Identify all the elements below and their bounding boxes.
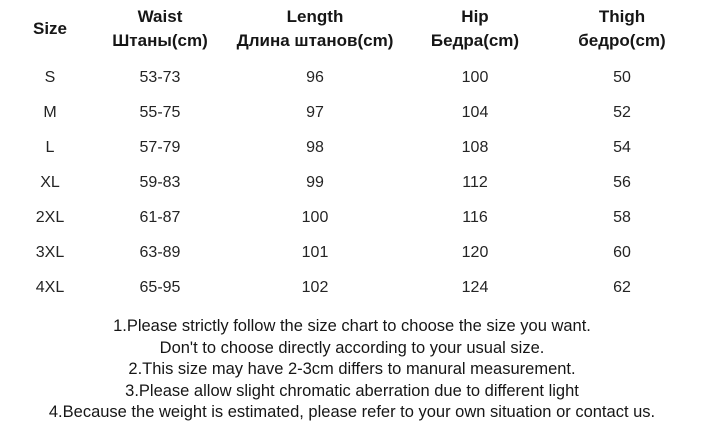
cell-4XL-waist: 65-95 bbox=[139, 278, 181, 296]
cell-S-thigh: 50 bbox=[613, 68, 631, 86]
cell-XL-waist: 59-83 bbox=[139, 173, 181, 191]
table-row-4XL: 4XL 65-95 102 124 62 bbox=[0, 270, 704, 305]
cell-2XL-hip: 116 bbox=[462, 208, 488, 226]
note-line-3: 3.Please allow slight chromatic aberrati… bbox=[125, 381, 579, 400]
column-header-waist: Waist Штаны(cm) bbox=[100, 0, 220, 60]
cell-L-length: 98 bbox=[306, 138, 324, 156]
column-header-label-local: Бедра(cm) bbox=[430, 31, 520, 50]
cell-2XL-length: 100 bbox=[301, 208, 329, 226]
column-header-size: Size bbox=[0, 0, 100, 60]
cell-2XL-size: 2XL bbox=[35, 208, 65, 226]
cell-L-hip: 108 bbox=[461, 138, 489, 156]
size-notes: 1.Please strictly follow the size chart … bbox=[0, 316, 704, 424]
cell-XL-hip: 112 bbox=[462, 173, 488, 191]
size-chart-body: S 53-73 96 100 50 M 55-75 97 104 52 L 57-79 98 108 54 X… bbox=[0, 60, 704, 305]
cell-4XL-length: 102 bbox=[301, 278, 329, 296]
note-line-1: 1.Please strictly follow the size chart … bbox=[113, 317, 591, 335]
table-row-XL: XL 59-83 99 112 56 bbox=[0, 165, 704, 200]
cell-L-waist: 57-79 bbox=[139, 138, 181, 156]
cell-M-hip: 104 bbox=[461, 103, 489, 121]
column-header-label-en: Hip bbox=[461, 7, 489, 26]
cell-3XL-length: 101 bbox=[301, 243, 329, 261]
cell-3XL-waist: 63-89 bbox=[139, 243, 181, 261]
cell-S-waist: 53-73 bbox=[139, 68, 181, 86]
column-header-label-en: Size bbox=[32, 19, 68, 38]
column-header-label-local: Штаны(cm) bbox=[112, 31, 208, 50]
cell-S-size: S bbox=[44, 68, 56, 86]
cell-2XL-thigh: 58 bbox=[613, 208, 631, 226]
cell-4XL-thigh: 62 bbox=[613, 278, 631, 296]
size-chart-table: Size Waist Штаны(cm) Length Длина штанов(cm)… bbox=[0, 0, 704, 305]
table-row-S: S 53-73 96 100 50 bbox=[0, 60, 704, 95]
cell-XL-thigh: 56 bbox=[613, 173, 631, 191]
column-header-label-en: Waist bbox=[137, 7, 183, 26]
cell-4XL-hip: 124 bbox=[461, 278, 489, 296]
note-line-1b: Don't to choose directly according to yo… bbox=[159, 338, 545, 357]
table-row-M: M 55-75 97 104 52 bbox=[0, 95, 704, 130]
cell-L-size: L bbox=[45, 138, 55, 156]
cell-M-thigh: 52 bbox=[613, 103, 631, 121]
column-header-hip: Hip Бедра(cm) bbox=[410, 0, 540, 60]
column-header-length: Length Длина штанов(cm) bbox=[220, 0, 410, 60]
column-header-label-local: Длина штанов(cm) bbox=[236, 31, 394, 50]
cell-L-thigh: 54 bbox=[613, 138, 631, 156]
column-header-thigh: Thigh бедро(cm) bbox=[540, 0, 704, 60]
cell-M-size: M bbox=[43, 103, 57, 121]
cell-M-length: 97 bbox=[306, 103, 324, 121]
cell-S-length: 96 bbox=[306, 68, 324, 86]
cell-XL-size: XL bbox=[40, 173, 60, 191]
column-header-label-en: Length bbox=[286, 7, 344, 26]
note-line-2: 2.This size may have 2-3cm differs to ma… bbox=[128, 360, 576, 378]
column-header-label-en: Thigh bbox=[598, 7, 646, 26]
cell-3XL-hip: 120 bbox=[461, 243, 489, 261]
cell-XL-length: 99 bbox=[306, 173, 324, 191]
cell-S-hip: 100 bbox=[461, 68, 489, 86]
table-row-2XL: 2XL 61-87 100 116 58 bbox=[0, 200, 704, 235]
cell-4XL-size: 4XL bbox=[35, 278, 65, 296]
column-header-label-local: бедро(cm) bbox=[578, 31, 666, 50]
table-row-3XL: 3XL 63-89 101 120 60 bbox=[0, 235, 704, 270]
cell-3XL-size: 3XL bbox=[35, 243, 65, 261]
cell-2XL-waist: 61-87 bbox=[139, 208, 181, 226]
cell-M-waist: 55-75 bbox=[139, 103, 181, 121]
cell-3XL-thigh: 60 bbox=[613, 243, 631, 261]
size-chart-header-row: Size Waist Штаны(cm) Length Длина штанов(cm)… bbox=[0, 0, 704, 60]
note-line-4: 4.Because the weight is estimated, pleas… bbox=[48, 403, 656, 421]
table-row-L: L 57-79 98 108 54 bbox=[0, 130, 704, 165]
